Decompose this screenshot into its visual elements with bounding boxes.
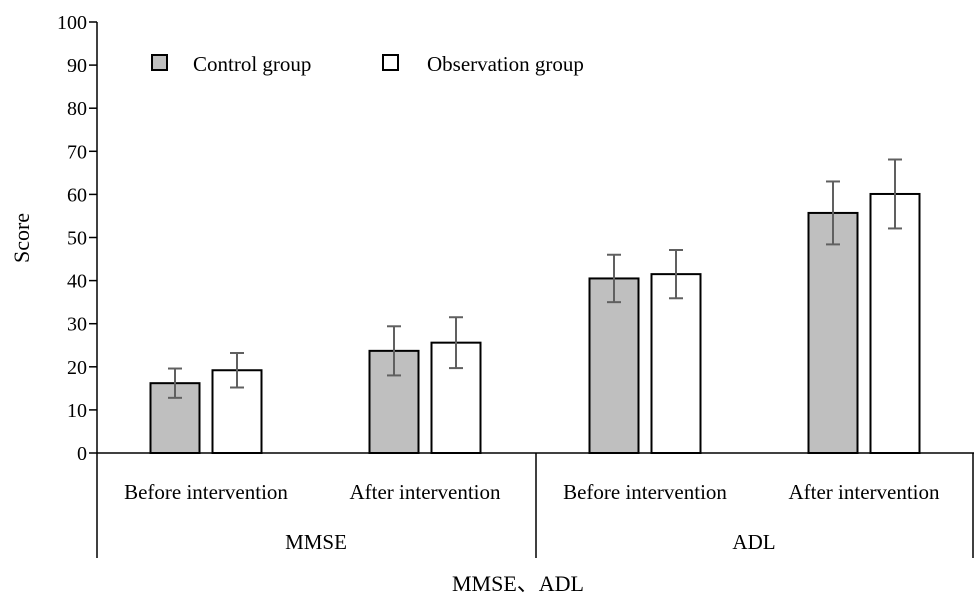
y-tick-label: 80 bbox=[67, 98, 87, 120]
y-axis-title: Score bbox=[9, 213, 34, 263]
group-labels: MMSE ADL bbox=[285, 530, 776, 554]
category-label: After intervention bbox=[788, 480, 940, 504]
x-axis-title: MMSE、ADL bbox=[452, 571, 584, 594]
y-tick-label: 30 bbox=[67, 314, 87, 336]
bar bbox=[149, 382, 201, 455]
group-label: MMSE bbox=[285, 530, 347, 554]
x-axis bbox=[96, 452, 974, 558]
y-tick-label: 70 bbox=[67, 141, 87, 163]
y-axis: 0 10 20 30 40 50 60 70 80 90 100 bbox=[57, 12, 98, 465]
error-bars bbox=[168, 158, 902, 399]
bar bbox=[807, 211, 859, 454]
bar bbox=[650, 273, 702, 455]
y-tick-label: 50 bbox=[67, 228, 87, 250]
category-label: Before intervention bbox=[563, 480, 727, 504]
category-label: Before intervention bbox=[124, 480, 288, 504]
legend-label: Observation group bbox=[427, 52, 584, 76]
y-tick-label: 40 bbox=[67, 271, 87, 293]
category-labels: Before intervention After intervention Bef… bbox=[124, 480, 940, 504]
bar bbox=[588, 277, 640, 454]
legend-swatch bbox=[151, 54, 168, 71]
category-label: After intervention bbox=[349, 480, 501, 504]
legend-label: Control group bbox=[193, 52, 311, 76]
bar bbox=[211, 369, 263, 454]
legend-swatch bbox=[382, 54, 399, 71]
bars bbox=[149, 192, 921, 455]
group-label: ADL bbox=[732, 530, 775, 554]
y-tick-label: 90 bbox=[67, 55, 87, 77]
legend: Control group Observation group bbox=[151, 52, 584, 76]
y-tick-label: 10 bbox=[67, 400, 87, 422]
y-tick-label: 0 bbox=[77, 443, 87, 465]
y-tick-label: 100 bbox=[57, 12, 87, 34]
y-tick-label: 60 bbox=[67, 184, 87, 206]
bar bbox=[869, 192, 921, 454]
y-tick-label: 20 bbox=[67, 357, 87, 379]
